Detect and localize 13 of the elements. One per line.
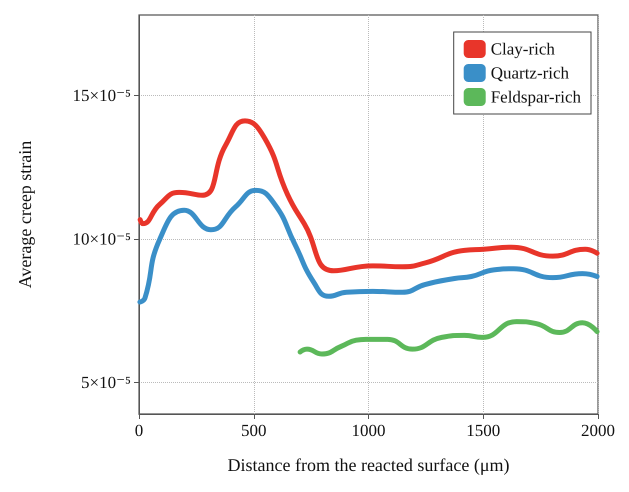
x-tick-label: 500	[241, 421, 266, 440]
y-tick-label: 15×10⁻⁵	[72, 86, 132, 105]
x-tick-label: 1000	[352, 421, 386, 440]
legend-label: Quartz-rich	[490, 64, 570, 82]
y-tick-label: 10×10⁻⁵	[72, 229, 132, 248]
x-axis-title: Distance from the reacted surface (μm)	[227, 455, 510, 475]
y-tick-label: 5×10⁻⁵	[81, 372, 132, 392]
legend-label: Feldspar-rich	[490, 88, 582, 106]
x-tick-label: 1500	[466, 421, 500, 440]
legend-label: Clay-rich	[490, 40, 556, 58]
y-axis-title: Average creep strain	[15, 140, 35, 288]
x-tick-label: 2000	[581, 421, 615, 440]
x-tick-label: 0	[134, 421, 144, 440]
